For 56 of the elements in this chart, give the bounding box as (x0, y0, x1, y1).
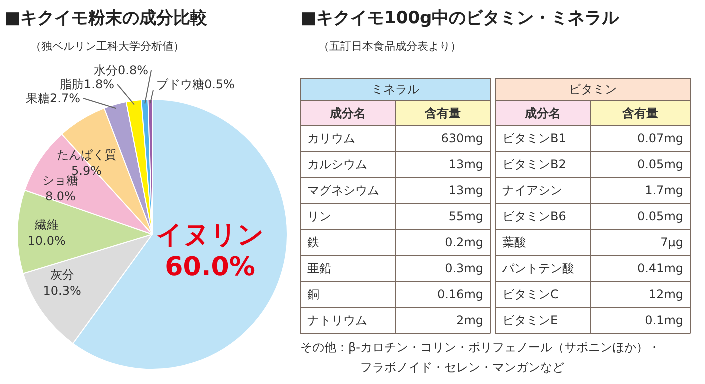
text: ビタミンC (502, 288, 559, 302)
text: 0.05mg (637, 210, 684, 224)
text: ビタミンB6 (502, 210, 566, 224)
slice-label: 果糖2.7% (26, 92, 81, 106)
text: ■キクイモ100g中のビタミン・ミネラル (300, 8, 620, 28)
text: 13mg (448, 184, 484, 198)
slice-label: イヌリン (156, 220, 264, 250)
text: 0.41mg (637, 262, 684, 276)
text: 鉄 (308, 236, 320, 250)
text: 2mg (456, 314, 484, 328)
text: （五訂日本食品成分表より） (318, 40, 462, 53)
text: カリウム (308, 132, 356, 146)
data-label: 8.0% (45, 189, 76, 204)
text: 7μg (660, 236, 684, 250)
text: 銅 (308, 288, 320, 302)
text: ビタミンB2 (502, 158, 566, 172)
slice-label: ブドウ糖0.5% (156, 78, 235, 92)
text: カルシウム (308, 158, 368, 172)
text: 葉酸 (502, 236, 526, 250)
text: 0.07mg (637, 132, 684, 146)
text: 0.16mg (437, 288, 484, 302)
data-label: 10.3% (43, 284, 82, 298)
text: ナイアシン (502, 184, 562, 198)
slice-label: 灰分 (50, 268, 74, 282)
data-label: 10.0% (28, 234, 66, 248)
text: 0.1mg (645, 314, 684, 328)
text: 55mg (448, 210, 484, 224)
slice-label: 水分0.8% (94, 64, 149, 78)
text: 630mg (441, 132, 484, 146)
text: ビタミンB1 (502, 132, 566, 146)
data-label: 60.0% (165, 252, 256, 282)
text: 含有量 (424, 106, 461, 120)
text: ビタミンE (502, 314, 558, 328)
text: 成分名 (329, 106, 366, 120)
text: 含有量 (622, 106, 658, 120)
text: パントテン酸 (502, 262, 574, 276)
text: 0.2mg (445, 236, 484, 250)
text: ナトリウム (308, 314, 368, 328)
text: 0.3mg (445, 262, 484, 276)
slice-label: たんぱく質 (56, 148, 117, 162)
text: 亜鉛 (308, 262, 332, 276)
slice-label: 繊維 (34, 218, 59, 232)
text: ミネラル (372, 82, 420, 96)
text: その他：β-カロチン・コリン・ポリフェノール（サポニンほか）・ (300, 340, 660, 354)
text: 12mg (648, 288, 684, 302)
text: リン (308, 210, 332, 224)
text: 成分名 (524, 106, 561, 120)
chart-subtitle: （独ベルリン工科大学分析値） (30, 40, 184, 53)
text: 1.7mg (645, 184, 684, 198)
text: 13mg (448, 158, 484, 172)
text: ビタミン (569, 82, 617, 96)
text: マグネシウム (308, 184, 380, 198)
text: フラボノイド・セレン・マンガンなど (360, 360, 564, 374)
slice-label: 脂肪1.8% (60, 78, 115, 92)
text: 0.05mg (637, 158, 684, 172)
chart-title: ■キクイモ粉末の成分比較 (4, 8, 209, 28)
